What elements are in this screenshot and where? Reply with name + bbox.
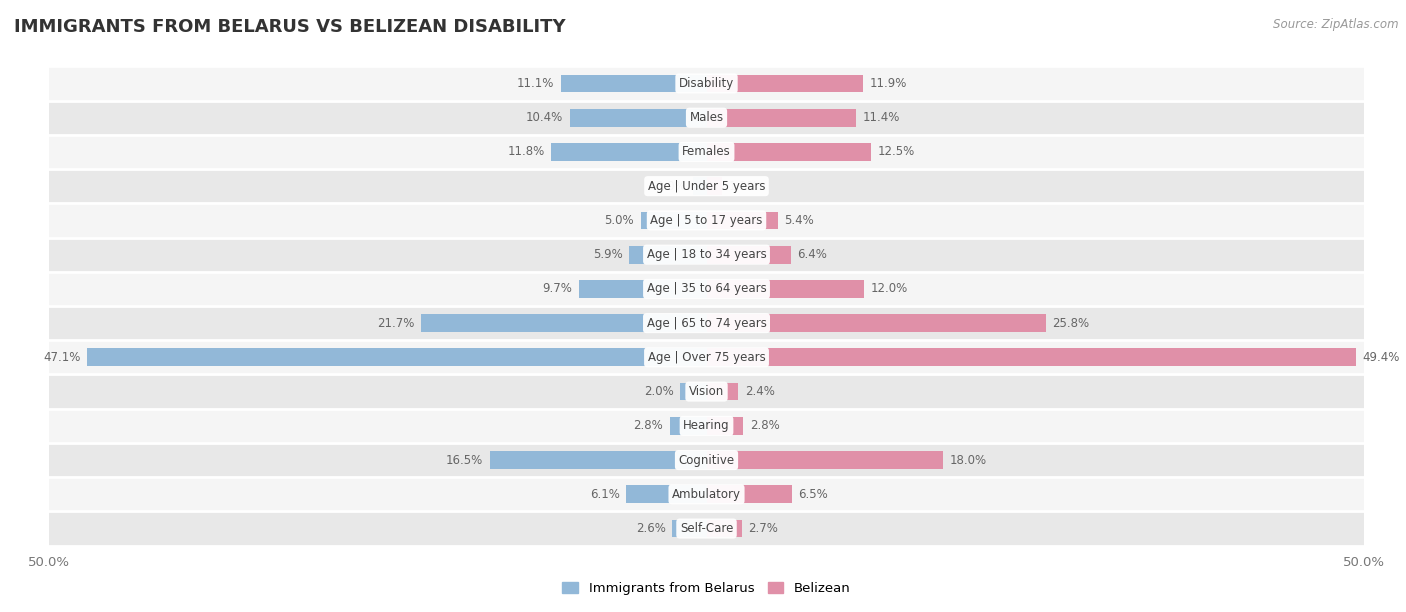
- Bar: [49, 203, 1364, 237]
- Text: 47.1%: 47.1%: [44, 351, 80, 364]
- Bar: [49, 100, 1364, 135]
- Text: Vision: Vision: [689, 385, 724, 398]
- Text: Disability: Disability: [679, 77, 734, 90]
- Bar: [422, 314, 707, 332]
- Bar: [707, 246, 790, 264]
- Text: 2.0%: 2.0%: [644, 385, 673, 398]
- Bar: [707, 382, 738, 400]
- Text: 2.4%: 2.4%: [745, 385, 775, 398]
- Text: 9.7%: 9.7%: [543, 282, 572, 296]
- Bar: [707, 314, 1046, 332]
- Text: IMMIGRANTS FROM BELARUS VS BELIZEAN DISABILITY: IMMIGRANTS FROM BELARUS VS BELIZEAN DISA…: [14, 18, 565, 36]
- Bar: [707, 109, 856, 127]
- Bar: [641, 212, 707, 230]
- Bar: [49, 306, 1364, 340]
- Text: 16.5%: 16.5%: [446, 453, 484, 466]
- Bar: [707, 520, 742, 537]
- Bar: [561, 75, 707, 92]
- Bar: [707, 177, 723, 195]
- Text: Age | Over 75 years: Age | Over 75 years: [648, 351, 765, 364]
- Text: 12.0%: 12.0%: [870, 282, 908, 296]
- Text: 6.1%: 6.1%: [591, 488, 620, 501]
- Bar: [569, 109, 707, 127]
- Bar: [49, 375, 1364, 409]
- Bar: [49, 443, 1364, 477]
- Text: Age | 35 to 64 years: Age | 35 to 64 years: [647, 282, 766, 296]
- Text: 1.2%: 1.2%: [728, 180, 759, 193]
- Bar: [49, 477, 1364, 512]
- Text: 11.1%: 11.1%: [516, 77, 554, 90]
- Bar: [707, 212, 778, 230]
- Text: 2.6%: 2.6%: [636, 522, 666, 535]
- Bar: [49, 340, 1364, 375]
- Text: Ambulatory: Ambulatory: [672, 488, 741, 501]
- Bar: [49, 237, 1364, 272]
- Text: 49.4%: 49.4%: [1362, 351, 1400, 364]
- Bar: [707, 143, 870, 161]
- Legend: Immigrants from Belarus, Belizean: Immigrants from Belarus, Belizean: [557, 577, 856, 600]
- Text: 11.9%: 11.9%: [869, 77, 907, 90]
- Bar: [672, 520, 707, 537]
- Text: 10.4%: 10.4%: [526, 111, 564, 124]
- Bar: [49, 66, 1364, 100]
- Bar: [489, 451, 707, 469]
- Text: Source: ZipAtlas.com: Source: ZipAtlas.com: [1274, 18, 1399, 31]
- Bar: [49, 512, 1364, 546]
- Text: 18.0%: 18.0%: [949, 453, 987, 466]
- Text: 11.8%: 11.8%: [508, 146, 544, 159]
- Bar: [693, 177, 707, 195]
- Text: Age | 18 to 34 years: Age | 18 to 34 years: [647, 248, 766, 261]
- Bar: [669, 417, 707, 435]
- Bar: [49, 272, 1364, 306]
- Text: Age | 5 to 17 years: Age | 5 to 17 years: [651, 214, 762, 227]
- Text: 2.7%: 2.7%: [748, 522, 779, 535]
- Text: 11.4%: 11.4%: [863, 111, 900, 124]
- Text: Age | Under 5 years: Age | Under 5 years: [648, 180, 765, 193]
- Text: Age | 65 to 74 years: Age | 65 to 74 years: [647, 316, 766, 330]
- Text: Cognitive: Cognitive: [679, 453, 734, 466]
- Text: Hearing: Hearing: [683, 419, 730, 432]
- Text: 12.5%: 12.5%: [877, 146, 915, 159]
- Text: 5.9%: 5.9%: [593, 248, 623, 261]
- Bar: [49, 135, 1364, 169]
- Text: 1.0%: 1.0%: [657, 180, 686, 193]
- Bar: [49, 169, 1364, 203]
- Text: 5.4%: 5.4%: [785, 214, 814, 227]
- Text: 2.8%: 2.8%: [749, 419, 780, 432]
- Bar: [707, 417, 744, 435]
- Bar: [626, 485, 707, 503]
- Bar: [707, 451, 943, 469]
- Bar: [707, 348, 1355, 366]
- Bar: [579, 280, 707, 298]
- Text: 25.8%: 25.8%: [1052, 316, 1090, 330]
- Text: 6.5%: 6.5%: [799, 488, 828, 501]
- Text: 2.8%: 2.8%: [633, 419, 664, 432]
- Text: Females: Females: [682, 146, 731, 159]
- Text: Self-Care: Self-Care: [681, 522, 733, 535]
- Bar: [551, 143, 707, 161]
- Bar: [707, 280, 865, 298]
- Bar: [87, 348, 707, 366]
- Text: 6.4%: 6.4%: [797, 248, 827, 261]
- Text: Males: Males: [689, 111, 724, 124]
- Bar: [707, 75, 863, 92]
- Text: 21.7%: 21.7%: [377, 316, 415, 330]
- Bar: [49, 409, 1364, 443]
- Bar: [707, 485, 792, 503]
- Bar: [628, 246, 707, 264]
- Text: 5.0%: 5.0%: [605, 214, 634, 227]
- Bar: [681, 382, 707, 400]
